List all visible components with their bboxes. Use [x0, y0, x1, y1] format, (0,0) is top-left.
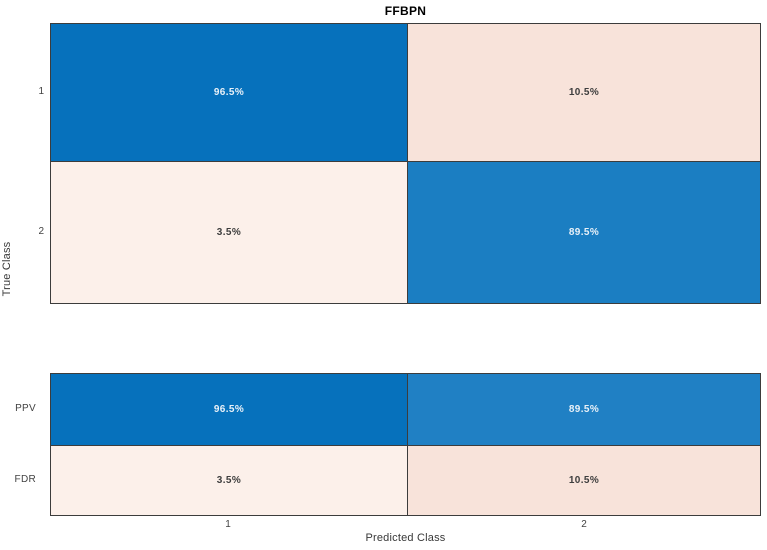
summary-cell-ppv-c2: 89.5% — [408, 374, 760, 446]
y-axis-label: True Class — [1, 241, 13, 297]
matrix-cell-r2c2: 89.5% — [408, 162, 760, 303]
matrix-cell-r2c1: 3.5% — [51, 162, 408, 303]
summary-cell-ppv-c1: 96.5% — [51, 374, 408, 446]
column-summary-grid: 96.5% 89.5% 3.5% 10.5% — [50, 373, 761, 516]
confusion-matrix-grid: 96.5% 10.5% 3.5% 89.5% — [50, 23, 761, 304]
y-tick-2: 2 — [38, 226, 44, 237]
row-label-ppv: PPV — [15, 403, 36, 414]
x-axis-label: Predicted Class — [365, 532, 446, 544]
chart-title: FFBPN — [384, 4, 427, 18]
summary-cell-fdr-c2: 10.5% — [408, 446, 760, 515]
summary-cell-fdr-c1: 3.5% — [51, 446, 408, 515]
x-tick-2: 2 — [581, 519, 587, 530]
matrix-cell-r1c1: 96.5% — [51, 24, 408, 162]
matrix-cell-r1c2: 10.5% — [408, 24, 760, 162]
y-tick-1: 1 — [38, 86, 44, 97]
x-tick-1: 1 — [225, 519, 231, 530]
row-label-fdr: FDR — [14, 474, 36, 485]
